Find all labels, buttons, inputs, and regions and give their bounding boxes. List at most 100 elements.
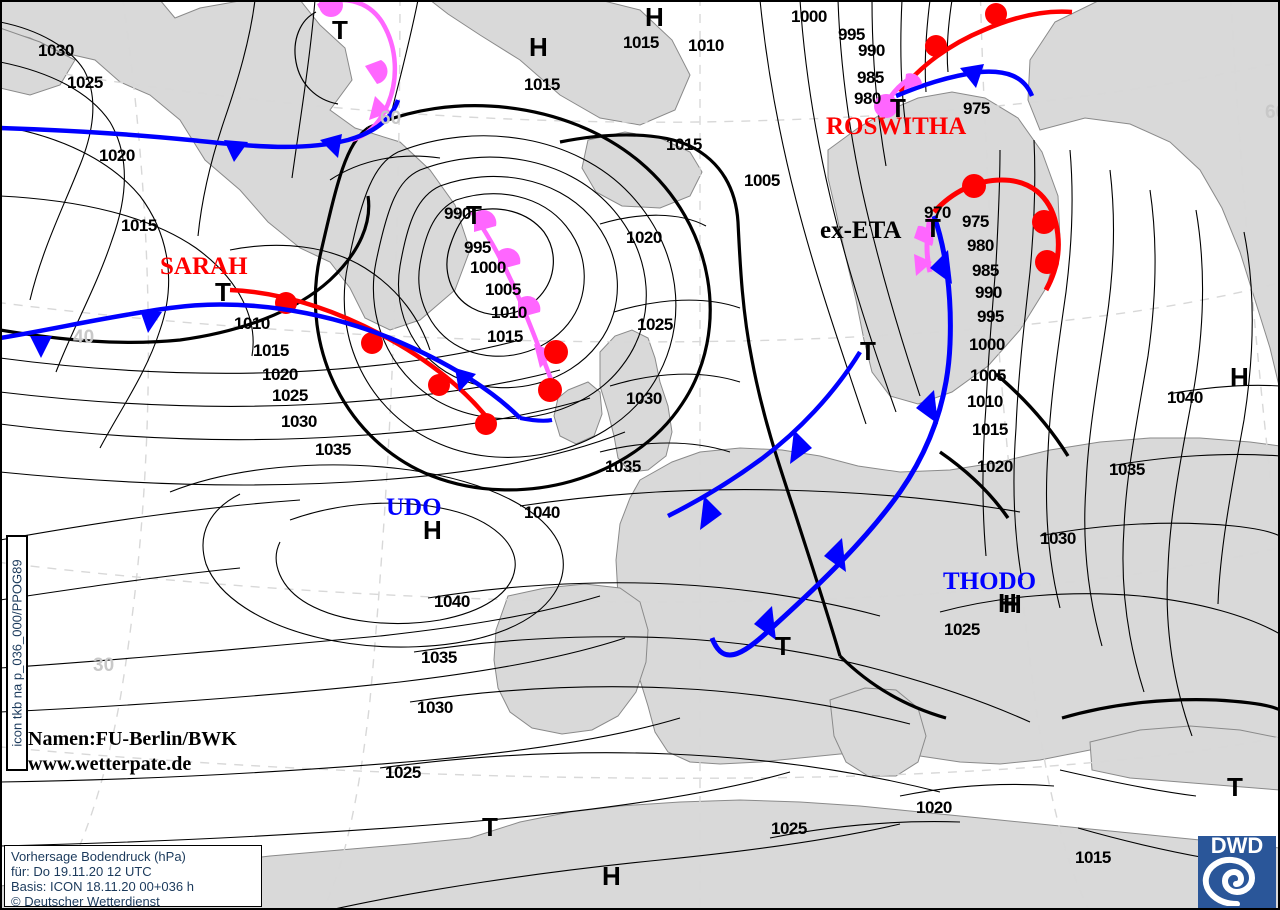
low-pressure-marker: T xyxy=(775,631,791,661)
isobar-label: 1020 xyxy=(99,146,135,165)
front-central-cold xyxy=(666,350,862,530)
front-roswitha xyxy=(874,3,1073,118)
isobar-label: 1035 xyxy=(315,440,351,459)
storm-name-label: UDO xyxy=(386,494,442,521)
exeta-occ-symbols xyxy=(914,225,934,276)
credit-website: www.wetterpate.de xyxy=(28,753,192,775)
isobar-label: 1020 xyxy=(626,228,662,247)
dwd-logo-text: DWD xyxy=(1210,836,1264,858)
legend-copyright: © Deutscher Wetterdienst xyxy=(11,894,160,909)
isobar-label: 1010 xyxy=(967,392,1003,411)
cold-front-greenland-barbs xyxy=(224,134,342,162)
isobar-label: 1040 xyxy=(434,592,470,611)
isobar-label: 1020 xyxy=(977,457,1013,476)
isobar-label: 1005 xyxy=(485,280,521,299)
graticule-label: 30 xyxy=(93,655,115,676)
warm-occlusion-dot-2 xyxy=(538,378,562,402)
isobar-label: 1020 xyxy=(262,365,298,384)
isobar-label: 970 xyxy=(924,203,951,222)
high-pressure-marker: H xyxy=(1230,362,1249,392)
low-pressure-marker: T xyxy=(332,15,348,45)
isobar-label: 1000 xyxy=(470,258,506,277)
warm-front-bumps xyxy=(275,292,497,435)
legend-box: Vorhersage Bodendruck (hPa) für: Do 19.1… xyxy=(4,845,262,909)
isobar-label: 1040 xyxy=(524,503,560,522)
isobar-label: 1015 xyxy=(623,33,659,52)
isobar-label: 1030 xyxy=(417,698,453,717)
front-greenland-cold xyxy=(0,99,401,162)
front-exeta xyxy=(709,174,1061,658)
isobar-label: 1025 xyxy=(637,315,673,334)
graticule-label: 60 xyxy=(380,108,402,129)
isobar-label: 1005 xyxy=(970,366,1006,385)
isobar-label: 980 xyxy=(967,236,994,255)
isobar-label: 1010 xyxy=(491,303,527,322)
isobar-label: 995 xyxy=(838,25,865,44)
land-greenland-east xyxy=(429,0,691,126)
central-cold-line xyxy=(666,350,862,519)
isobar-label: 980 xyxy=(854,89,881,108)
high-pressure-marker: H xyxy=(529,32,548,62)
roswitha-warm-bumps xyxy=(925,3,1007,57)
storm-name-label: THODO xyxy=(943,568,1037,595)
high-pressure-marker: H xyxy=(423,515,442,545)
graticule-label: 40 xyxy=(73,327,95,348)
legend-title: Vorhersage Bodendruck (hPa) xyxy=(11,849,186,864)
isobar-label: 1000 xyxy=(969,335,1005,354)
low-pressure-marker: T xyxy=(890,93,906,123)
land-turkey xyxy=(1089,725,1280,791)
isobar-label: 1040 xyxy=(1167,388,1203,407)
isobar-label: 985 xyxy=(972,261,999,280)
isobar-label: 1005 xyxy=(744,171,780,190)
low-pressure-marker: T xyxy=(215,277,231,307)
isobar-label: 975 xyxy=(962,212,989,231)
isobar-label: 1030 xyxy=(38,41,74,60)
roswitha-warm-front xyxy=(898,9,1073,94)
high-pressure-marker: H xyxy=(602,861,621,891)
legend-basis: Basis: ICON 18.11.20 00+036 h xyxy=(11,879,194,894)
high-pressure-marker: H xyxy=(645,2,664,32)
isobar-label: 1015 xyxy=(487,327,523,346)
dwd-spiral-icon xyxy=(1202,856,1256,906)
front-iceland-occlusion xyxy=(470,210,568,423)
storm-name-label: ex-ETA xyxy=(820,217,902,244)
isobar-label: 1010 xyxy=(688,36,724,55)
isobar-label: 995 xyxy=(464,238,491,257)
graticule-label: 60 xyxy=(1265,102,1280,123)
roswitha-cold-barbs xyxy=(960,64,984,88)
warm-occlusion-dot xyxy=(544,340,568,364)
isobar-label: 1025 xyxy=(771,819,807,838)
central-cold-barbs xyxy=(700,430,812,530)
isobar-label: 990 xyxy=(444,204,471,223)
low-pressure-marker: T xyxy=(925,213,941,243)
roswitha-occ-dot xyxy=(874,94,898,118)
isobar-label: 1015 xyxy=(1075,848,1111,867)
dwd-logo: DWD xyxy=(1198,836,1276,908)
isobar-label: 1025 xyxy=(272,386,308,405)
isobar-label: 990 xyxy=(975,283,1002,302)
isobar-label: 1010 xyxy=(234,314,270,333)
isobar-label: 1025 xyxy=(944,620,980,639)
isobar-label: 1015 xyxy=(972,420,1008,439)
isobar-label: 1015 xyxy=(253,341,289,360)
isobar-label: 1015 xyxy=(524,75,560,94)
legend-valid: für: Do 19.11.20 12 UTC xyxy=(11,864,152,879)
land-finland-russia xyxy=(1027,0,1280,391)
high-pressure-marker: H xyxy=(998,588,1017,618)
isobar-label: 1030 xyxy=(626,389,662,408)
low-pressure-marker: T xyxy=(482,812,498,842)
exeta-cold-front xyxy=(709,215,953,658)
exeta-warm-bumps xyxy=(962,174,1059,274)
isobar-label: 975 xyxy=(963,99,990,118)
land-italy-balkans xyxy=(829,687,927,777)
cold-front-barbs xyxy=(30,310,476,392)
isobar-label: 1035 xyxy=(1109,460,1145,479)
product-code-box: icon tkb na p_036_000/PPOG89 xyxy=(6,535,28,771)
isobar-label: 1035 xyxy=(421,648,457,667)
land-greenland xyxy=(0,0,471,331)
